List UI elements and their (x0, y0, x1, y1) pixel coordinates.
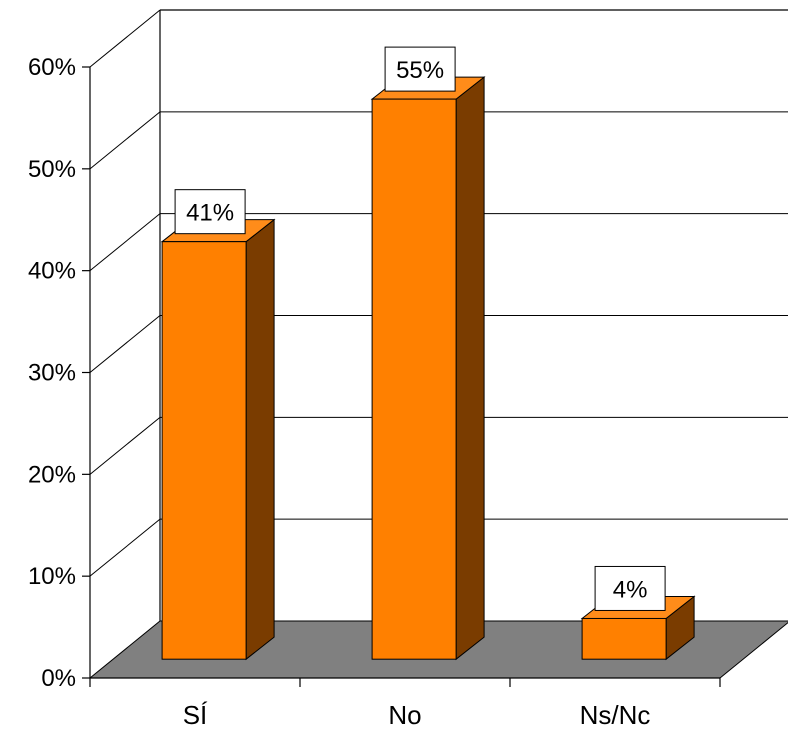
gridline-side (89, 416, 161, 475)
data-label-1: 55% (396, 57, 444, 84)
x-tick-label-0: SÍ (183, 700, 208, 729)
gridline-side (89, 111, 161, 170)
gridline-side (89, 9, 161, 68)
bar-2 (581, 617, 667, 660)
bars (160, 76, 696, 661)
y-tick-label: 10% (28, 563, 76, 590)
bar-1 (371, 98, 457, 660)
x-tick-label-2: Ns/Nc (580, 700, 651, 729)
data-label-box-1 (384, 46, 456, 92)
data-label-0: 41% (186, 200, 234, 227)
bar-side-0 (245, 218, 275, 661)
gridline-side (89, 315, 161, 373)
bar-side-1 (455, 76, 485, 661)
y-tick-label: 30% (28, 360, 76, 387)
y-tick-label: 20% (28, 461, 76, 488)
y-tick-label: 0% (41, 665, 76, 692)
bar-0 (161, 241, 247, 660)
y-tick-label: 60% (28, 54, 76, 81)
y-tick-label: 40% (28, 258, 76, 285)
y-tick-labels: 0% 10% 20% 30% 40% 50% 60% (28, 54, 76, 692)
gridline-side (89, 213, 161, 272)
x-tick-labels: SÍ No Ns/Nc (183, 700, 651, 729)
data-label-box-2 (594, 565, 666, 611)
data-label-2: 4% (613, 576, 648, 603)
gridline-side (89, 518, 161, 577)
y-tick-label: 50% (28, 156, 76, 183)
data-label-box-0 (174, 189, 246, 235)
x-tick-label-1: No (388, 700, 421, 729)
data-labels: 41% 55% 4% (174, 46, 666, 611)
axes (82, 9, 788, 687)
